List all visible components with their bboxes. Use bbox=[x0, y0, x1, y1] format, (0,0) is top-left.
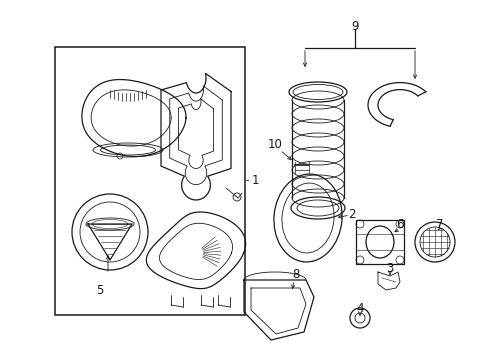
Text: 5: 5 bbox=[96, 284, 103, 297]
Bar bbox=[55, 47, 244, 315]
Text: 4: 4 bbox=[356, 302, 363, 315]
Text: 2: 2 bbox=[347, 208, 355, 221]
Ellipse shape bbox=[365, 226, 393, 258]
Text: 9: 9 bbox=[350, 20, 358, 33]
Text: 7: 7 bbox=[435, 218, 443, 231]
Text: 10: 10 bbox=[267, 138, 282, 151]
Text: 6: 6 bbox=[395, 218, 403, 231]
Bar bbox=[355, 220, 403, 264]
Text: 3: 3 bbox=[386, 262, 393, 275]
Text: 1: 1 bbox=[251, 174, 259, 186]
Text: 8: 8 bbox=[292, 268, 299, 281]
